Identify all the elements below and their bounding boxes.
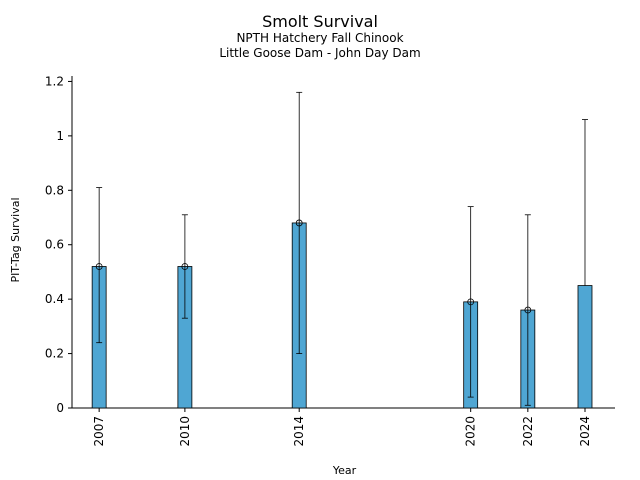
y-axis-label: PIT-Tag Survival [9,197,22,282]
point-marker [467,298,475,306]
point-marker [181,263,189,270]
chart-title: Smolt Survival [262,12,378,31]
point-marker [95,263,103,270]
x-tick-label: 2024 [578,416,592,447]
y-tick-label: 0.2 [45,347,64,361]
x-tick-label: 2007 [92,416,106,447]
y-tick-label: 1 [56,129,64,143]
point-marker [295,219,303,227]
x-tick-label: 2020 [464,416,478,447]
x-tick-label: 2010 [178,416,192,447]
y-tick-label: 0.6 [45,238,64,252]
y-tick-label: 0 [56,401,64,415]
chart-subtitle-line-1: NPTH Hatchery Fall Chinook [236,31,404,45]
x-tick-label: 2014 [292,416,306,447]
point-marker [524,306,532,314]
x-axis-label: Year [332,464,357,477]
x-tick-label: 2022 [521,416,535,447]
y-tick-label: 0.4 [45,292,64,306]
y-tick-label: 0.8 [45,183,64,197]
chart-subtitle-line-2: Little Goose Dam - John Day Dam [219,46,421,60]
bar [577,285,593,409]
y-tick-label: 1.2 [45,74,64,88]
